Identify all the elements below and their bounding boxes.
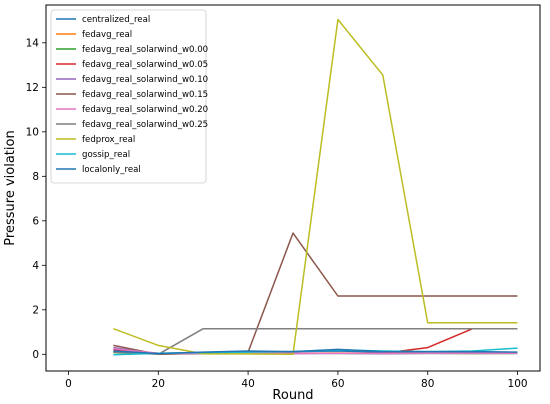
legend-entry: gossip_real	[82, 150, 130, 160]
y-tick-label: 4	[32, 260, 39, 272]
x-tick-label: 0	[65, 378, 72, 390]
legend-entry: fedavg_real_solarwind_w0.20	[82, 105, 208, 115]
legend: centralized_real fedavg_real fedavg_real_s…	[50, 9, 208, 184]
legend-entry: fedavg_real_solarwind_w0.15	[82, 90, 208, 100]
series-lines	[113, 18, 518, 356]
series-line-10	[113, 348, 518, 355]
y-tick-label: 0	[32, 349, 39, 361]
x-axis-label: Round	[272, 388, 313, 403]
plot-frame	[45, 4, 541, 372]
y-tick-label: 6	[32, 216, 39, 228]
legend-entry: localonly_real	[82, 165, 141, 175]
x-tick-label: 40	[241, 378, 254, 390]
legend-entry: fedavg_real	[82, 30, 132, 40]
y-tick-label: 2	[32, 305, 39, 317]
x-tick-label: 20	[152, 378, 165, 390]
x-tick-label: 80	[421, 378, 434, 390]
x-tick-label: 100	[508, 378, 528, 390]
x-tick-label: 60	[331, 378, 344, 390]
y-tick-label: 10	[26, 127, 39, 139]
y-tick-label: 12	[26, 82, 39, 94]
series-line-7	[113, 327, 518, 356]
legend-entry: fedavg_real_solarwind_w0.05	[82, 60, 208, 70]
y-tick-label: 14	[26, 38, 40, 50]
y-axis-ticks: 0 2 4 6 8 10 12 14	[26, 38, 46, 361]
legend-entry: centralized_real	[82, 15, 150, 25]
series-line-8	[113, 18, 518, 356]
legend-entry: fedavg_real_solarwind_w0.10	[82, 75, 208, 85]
legend-box	[50, 9, 207, 184]
legend-entry: fedprox_real	[82, 135, 135, 145]
series-line-3	[113, 327, 518, 354]
y-axis-label: Pressure violation	[3, 130, 18, 245]
legend-entry: fedavg_real_solarwind_w0.00	[82, 45, 208, 55]
x-axis-ticks: 0 20 40 60 80 100	[65, 371, 528, 390]
legend-entry: fedavg_real_solarwind_w0.25	[82, 120, 208, 130]
y-tick-label: 8	[32, 171, 39, 183]
